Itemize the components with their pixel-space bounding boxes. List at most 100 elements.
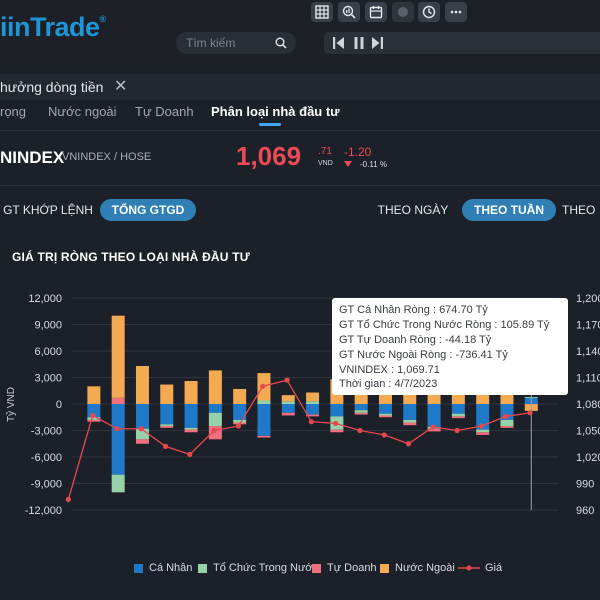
bar-ca-nhan	[135, 404, 149, 429]
price-point	[333, 420, 339, 427]
chart-tooltip: GT Cá Nhân Ròng : 674.70 Tỷ GT Tổ Chức T…	[332, 298, 568, 395]
y-tick-label: -9,000	[31, 479, 62, 491]
bar-nuoc-ngoai	[111, 315, 125, 398]
panel-title: hưởng dòng tiền	[0, 79, 104, 95]
y-tick-label: -6,000	[31, 452, 62, 464]
grid-icon[interactable]	[311, 2, 333, 22]
price-point	[430, 424, 436, 430]
app-logo[interactable]: iinTrade®	[0, 12, 106, 42]
search-chart-icon[interactable]	[338, 2, 360, 22]
filter-gt-khop-lenh[interactable]: GT KHỚP LỆNH	[3, 203, 93, 217]
legend-swatch	[134, 564, 143, 573]
bar-nuoc-ngoai	[306, 392, 320, 402]
bar-tu-doanh	[500, 426, 514, 428]
bar-tu-doanh	[354, 412, 368, 415]
bar-ca-nhan	[476, 404, 490, 430]
y2-tick-label: 1,110	[576, 373, 600, 385]
price-line	[67, 379, 531, 500]
bar-nuoc-ngoai	[87, 386, 101, 404]
tooltip-line: GT Cá Nhân Ròng : 674.70 Tỷ	[339, 304, 488, 316]
y-tick-label: 0	[56, 399, 62, 411]
price-point	[357, 427, 363, 434]
search-input[interactable]	[186, 32, 271, 54]
bar-to-chuc-trong-nuoc	[135, 428, 149, 440]
bar-ca-nhan	[451, 404, 465, 414]
bar-to-chuc-trong-nuoc	[184, 427, 198, 430]
bar-tu-doanh	[476, 432, 490, 435]
y2-tick-label: 1,020	[576, 452, 600, 464]
index-price-decimal: .71	[318, 146, 332, 157]
bar-to-chuc-trong-nuoc	[354, 410, 368, 413]
pause-icon[interactable]	[352, 36, 366, 50]
price-point	[260, 383, 266, 389]
y2-tick-label: 960	[576, 505, 594, 517]
skip-end-icon[interactable]	[370, 36, 384, 50]
legend-swatch	[380, 564, 389, 573]
bar-ca-nhan	[306, 404, 320, 415]
bar-ca-nhan	[233, 404, 247, 420]
index-price: 1,069	[236, 141, 302, 171]
price-point	[211, 427, 217, 434]
y2-tick-label: 1,200	[576, 293, 600, 305]
price-point	[478, 423, 485, 429]
filter-theo-ngay[interactable]: THEO NGÀY	[377, 203, 449, 217]
y2-tick-label: 1,050	[576, 426, 600, 438]
y-axis-label: Tỷ VND	[5, 387, 17, 422]
y2-tick-label: 990	[576, 479, 594, 491]
bar-nuoc-ngoai	[208, 370, 222, 404]
index-change: -1.20	[344, 145, 372, 159]
bar-to-chuc-trong-nuoc	[451, 413, 465, 417]
bar-nuoc-ngoai	[135, 366, 149, 404]
tooltip-line: GT Nước Ngoài Ròng : -736.41 Tỷ	[339, 349, 508, 361]
top-bar: iinTrade®	[0, 0, 600, 70]
price-point	[162, 443, 169, 449]
bar-to-chuc-trong-nuoc	[281, 401, 295, 404]
y2-tick-label: 1,080	[576, 399, 600, 411]
price-point	[405, 441, 412, 447]
bar-tu-doanh	[306, 414, 320, 417]
bar-to-chuc-trong-nuoc	[476, 429, 490, 433]
bar-ca-nhan	[184, 404, 198, 428]
close-icon[interactable]: ✕	[114, 78, 128, 95]
calendar-icon[interactable]	[365, 2, 387, 22]
bar-tu-doanh	[330, 429, 344, 433]
replay-controls	[324, 32, 600, 54]
sub-tabs: rọng Nước ngoài Tự Doanh Phân loại nhà đ…	[0, 100, 600, 130]
search-icon[interactable]	[275, 37, 287, 49]
y2-tick-label: 1,170	[576, 320, 600, 332]
price-point	[308, 419, 314, 425]
clock-icon[interactable]	[418, 2, 440, 22]
divider	[0, 130, 600, 131]
bar-tu-doanh	[160, 426, 174, 428]
bar-ca-nhan	[403, 404, 417, 420]
bar-tu-doanh	[135, 439, 149, 444]
circle-icon[interactable]	[392, 2, 414, 22]
tooltip-line: VNINDEX : 1,069.71	[339, 364, 440, 376]
bar-nuoc-ngoai	[184, 381, 198, 404]
y2-tick-label: 1,140	[576, 346, 600, 358]
price-point	[454, 427, 460, 434]
filter-theo-tuan[interactable]: THEO TUẦN	[462, 199, 556, 221]
bar-ca-nhan	[281, 404, 295, 413]
active-tab-indicator	[259, 123, 281, 126]
bar-to-chuc-trong-nuoc	[257, 400, 271, 404]
price-point	[138, 426, 144, 432]
tab-nuoc-ngoai[interactable]: Nước ngoài	[48, 104, 117, 119]
tab-phan-loai-nha-dau-tu[interactable]: Phân loại nhà đầu tư	[211, 104, 340, 119]
tab-ngoai-trong[interactable]: rọng	[0, 104, 27, 119]
bar-to-chuc-trong-nuoc	[233, 419, 247, 423]
bar-nuoc-ngoai	[233, 388, 247, 404]
filter-theo-thang[interactable]: THEO	[562, 203, 596, 217]
bar-tu-doanh	[257, 435, 271, 438]
bar-ca-nhan	[111, 404, 125, 475]
skip-start-icon[interactable]	[332, 36, 346, 50]
bar-to-chuc-trong-nuoc	[306, 401, 320, 404]
bar-ca-nhan	[354, 404, 368, 411]
price-point	[381, 432, 387, 438]
filter-tong-gtgd[interactable]: TỔNG GTGD	[100, 199, 196, 221]
bar-ca-nhan	[330, 404, 344, 417]
bar-ca-nhan	[378, 404, 392, 414]
tab-tu-doanh[interactable]: Tự Doanh	[135, 104, 194, 119]
bar-to-chuc-trong-nuoc	[111, 474, 125, 493]
more-icon[interactable]	[445, 2, 467, 22]
